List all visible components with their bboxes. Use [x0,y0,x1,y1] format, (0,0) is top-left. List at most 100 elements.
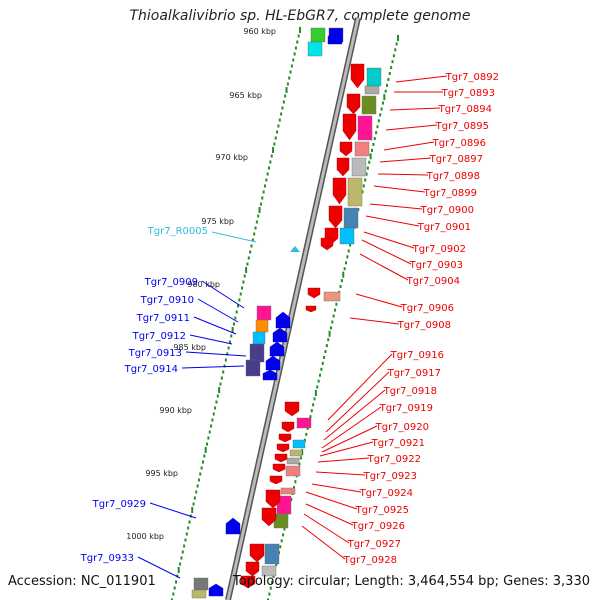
tick-dot [388,71,391,75]
label-rna-gene-leader [211,231,257,243]
label-reverse-gene-leader [315,471,366,476]
label-forward-gene: Tgr7_0913 [128,348,182,359]
tick-dot [373,137,376,141]
label-reverse-gene-leader [359,253,409,281]
tick-dot [309,415,312,419]
tick-dot [238,298,241,302]
tick-dot [208,430,211,434]
tick-dot [206,442,209,446]
label-reverse-gene-leader [369,203,423,210]
tick-dot [362,184,365,188]
tick-dot [200,466,203,470]
tick-dot [346,255,349,259]
tick-dot [339,284,342,288]
tick-dot [187,526,190,530]
reverse-gene-arrow [350,63,365,89]
tick-dot [237,304,240,308]
tick-dot [284,94,287,98]
tick-dot [234,316,237,320]
label-reverse-gene-leader [321,425,378,453]
tick-dot [320,367,323,371]
reverse-gene-arrow [272,463,286,473]
tick-dot [269,160,272,164]
label-reverse-gene: Tgr7_0918 [383,386,437,397]
tick-dot [235,310,238,314]
reverse-gene-arrow [336,157,350,177]
reverse-gene-arrow [284,401,300,417]
tick-dot [266,172,269,176]
forward-gene-arrow [269,341,285,357]
label-reverse-gene: Tgr7_0923 [363,471,417,482]
tick-dot [299,456,302,460]
tick-dot [270,154,273,158]
tick-dot [317,379,320,383]
tick-dot [249,250,252,254]
tick-dot [188,520,191,524]
label-reverse-gene: Tgr7_0901 [417,222,471,233]
tick-dot [380,107,383,111]
genome-title: Thioalkalivibrio sp. HL-EbGR7, complete … [129,8,471,24]
tick-dot [361,190,364,194]
tick-dot [268,592,271,596]
tick-dot [293,486,295,490]
tick-dot [323,355,326,359]
tick-dot [273,142,276,146]
label-reverse-gene: Tgr7_0922 [367,454,421,465]
tick-dot [215,400,218,404]
tick-dot [211,418,214,422]
label-reverse-gene: Tgr7_0924 [359,488,413,499]
tick-dot [271,580,274,584]
tick-dot [327,338,330,342]
label-forward-gene-leader [149,502,197,519]
label-forward-gene-leader [137,556,181,579]
tick-dot [193,496,196,500]
feature-box [264,543,280,565]
label-reverse-gene-leader [311,483,362,493]
label-reverse-gene-leader [323,389,386,441]
tick-dot [276,130,279,134]
tick-dot [383,94,386,101]
reverse-gene-arrow [261,507,277,527]
tick-dot [183,544,186,548]
tick-dot [199,472,202,476]
tick-dot [294,46,297,50]
tick-dot [239,292,242,296]
tick-dot [259,202,262,206]
label-reverse-gene-leader [373,185,426,193]
label-reverse-gene-leader [389,107,441,111]
tick-dot [372,142,375,146]
tick-dot [253,232,256,236]
label-reverse-gene: Tgr7_0896 [432,138,486,149]
tick-dot [288,76,291,80]
feature-box [347,177,363,207]
tick-dot [321,361,324,365]
tick-dot [272,574,275,578]
tick-dot [257,214,260,218]
tick-dot [172,592,175,596]
reverse-gene-arrow [320,237,334,251]
label-reverse-gene-leader [361,239,412,265]
scale-tick-label: 1000 kbp [126,532,164,541]
tick-dot [242,280,245,284]
tick-dot [220,376,223,380]
tick-dot [397,35,399,41]
label-reverse-gene: Tgr7_0917 [387,368,441,379]
tick-dot [297,34,300,38]
inner-tick-line [171,27,301,600]
scale-tick-label: 965 kbp [229,91,262,100]
label-reverse-gene: Tgr7_0894 [438,104,492,115]
scale-tick-label: 995 kbp [145,469,178,478]
tick-dot [386,83,389,87]
tick-dot [349,243,352,247]
tick-dot [293,52,296,56]
forward-gene-arrow [262,369,278,381]
tick-dot [241,286,244,290]
label-forward-gene: Tgr7_0910 [140,295,194,306]
tick-dot [219,382,222,386]
tick-dot [261,196,264,200]
feature-box [351,157,367,177]
feature-box [307,41,323,57]
tick-dot [376,125,379,129]
